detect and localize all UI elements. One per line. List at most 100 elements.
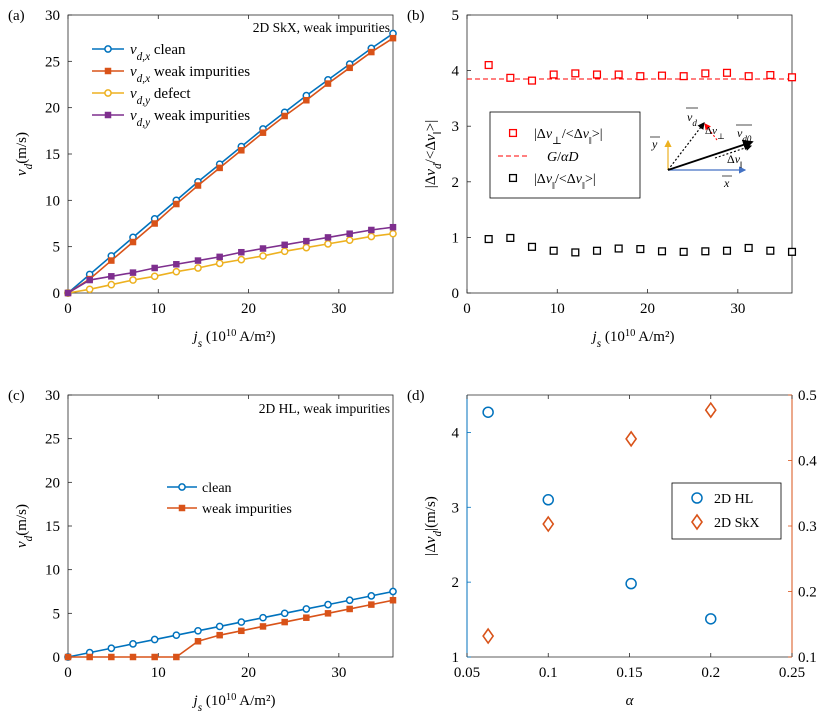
legend-text: vd,x clean	[130, 42, 186, 63]
plot-frame	[466, 14, 793, 294]
series-0	[484, 60, 797, 85]
x-tick-label: 20	[241, 665, 256, 681]
x-tick-label: 0.1	[539, 665, 558, 681]
x-tick-label: 30	[331, 301, 346, 317]
series-0	[482, 406, 717, 625]
data-point	[346, 605, 353, 613]
data-point	[108, 273, 115, 280]
data-point	[259, 252, 267, 260]
legend-marker	[104, 89, 112, 97]
panel-b: (b) 0 10 20 30 0 1 2 3 4 5 js (1010 A/m²) |Δvd/<Δv‖>…	[407, 8, 797, 350]
data-point	[194, 182, 202, 189]
y-tick-label-right: 0.3	[798, 519, 817, 535]
data-point	[657, 247, 667, 256]
data-point	[346, 230, 353, 237]
y-tick-label: 1	[452, 650, 460, 666]
legend-text: |Δv⊥/<Δv‖>|	[534, 127, 603, 147]
data-point	[107, 280, 116, 289]
data-point	[172, 267, 181, 276]
data-point	[194, 257, 202, 264]
data-point	[108, 653, 115, 661]
x-tick-label: 10	[151, 301, 166, 317]
data-point	[389, 223, 397, 231]
panel-label: (c)	[8, 388, 25, 404]
y-tick-label-right: 0.2	[798, 585, 817, 601]
panel-label: (a)	[8, 8, 25, 24]
legend-box	[489, 111, 641, 199]
data-point	[527, 242, 537, 251]
data-point	[216, 164, 223, 172]
series-1	[64, 596, 397, 661]
data-point	[389, 587, 397, 596]
series-line	[67, 226, 394, 294]
data-point	[484, 235, 493, 244]
x-tick-label: 0	[64, 301, 72, 317]
data-point	[173, 261, 180, 268]
inset-dvpar-label: Δv‖	[727, 152, 743, 170]
data-point	[368, 601, 375, 608]
legend: clean weak impurities	[167, 481, 292, 517]
data-point	[194, 626, 202, 635]
data-point	[636, 72, 645, 81]
inset-x-label: x	[723, 176, 730, 190]
data-point	[389, 34, 397, 42]
data-point	[367, 232, 376, 241]
legend-marker	[691, 492, 703, 504]
data-point	[484, 60, 493, 70]
x-tick-label: 0.15	[616, 665, 642, 681]
data-point	[787, 73, 797, 82]
data-point	[766, 70, 775, 80]
vector-inset: x y vd vd0 Δv⊥Δv‖	[650, 107, 754, 190]
y-tick-label: 2	[452, 575, 460, 591]
y-tick-label-right: 0.1	[798, 650, 817, 666]
data-point	[281, 618, 288, 626]
dv-perp-arrow	[704, 123, 718, 141]
data-point	[701, 247, 710, 256]
y-tick-label: 5	[53, 240, 61, 256]
data-point	[107, 644, 116, 653]
data-point	[744, 72, 753, 81]
y-tick-label: 25	[45, 54, 60, 70]
vd0-arrow	[667, 139, 754, 171]
y-tick-label-right: 0.5	[798, 388, 817, 404]
data-point	[679, 247, 688, 256]
y-tick-label: 10	[45, 563, 60, 579]
data-point	[108, 257, 115, 264]
legend-box	[671, 482, 782, 540]
data-point	[549, 70, 558, 79]
data-point	[237, 255, 246, 264]
data-point	[194, 264, 202, 272]
data-point	[302, 605, 311, 613]
y-tick-label: 10	[45, 193, 60, 209]
inset-dvperp-label: Δv⊥	[705, 125, 725, 141]
data-point	[302, 243, 311, 252]
x-tick-label: 30	[331, 665, 346, 681]
y-tick-label: 20	[45, 475, 60, 491]
data-point	[705, 613, 717, 625]
y-axis-label: |Δvd/<Δv‖>|	[423, 120, 444, 189]
data-point	[625, 430, 638, 448]
data-point	[324, 234, 332, 241]
data-point	[280, 247, 289, 256]
data-point	[216, 631, 223, 639]
series-line	[67, 32, 394, 294]
legend-text: 2D HL	[714, 492, 753, 507]
data-point	[324, 80, 332, 87]
series-line	[67, 232, 394, 294]
data-point	[549, 246, 558, 255]
data-point	[592, 70, 602, 79]
data-point	[506, 233, 515, 243]
data-point	[389, 229, 397, 238]
y-axis-label: vd(m/s)	[14, 504, 35, 548]
data-point	[85, 285, 94, 294]
legend: 2D HL 2D SkX	[671, 482, 782, 540]
series-0	[64, 587, 397, 661]
data-point	[346, 64, 353, 72]
data-point	[482, 406, 494, 418]
y-tick-label: 4	[452, 64, 460, 80]
data-point	[482, 627, 495, 645]
y-tick-label: 25	[45, 432, 60, 448]
x-tick-label: 0.2	[701, 665, 720, 681]
